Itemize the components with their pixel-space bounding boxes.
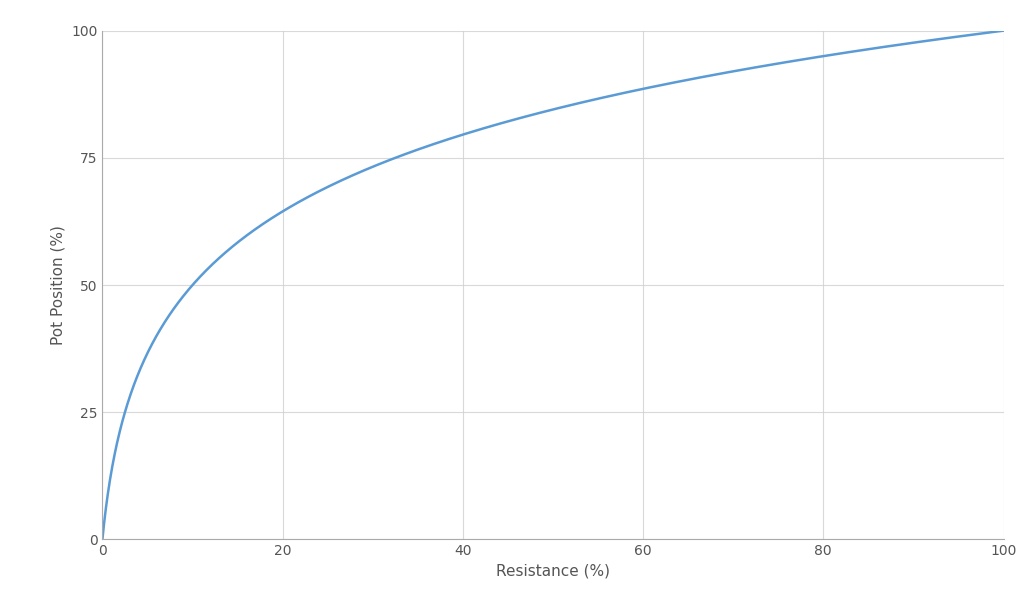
Y-axis label: Pot Position (%): Pot Position (%) [50,225,66,345]
X-axis label: Resistance (%): Resistance (%) [496,564,610,579]
